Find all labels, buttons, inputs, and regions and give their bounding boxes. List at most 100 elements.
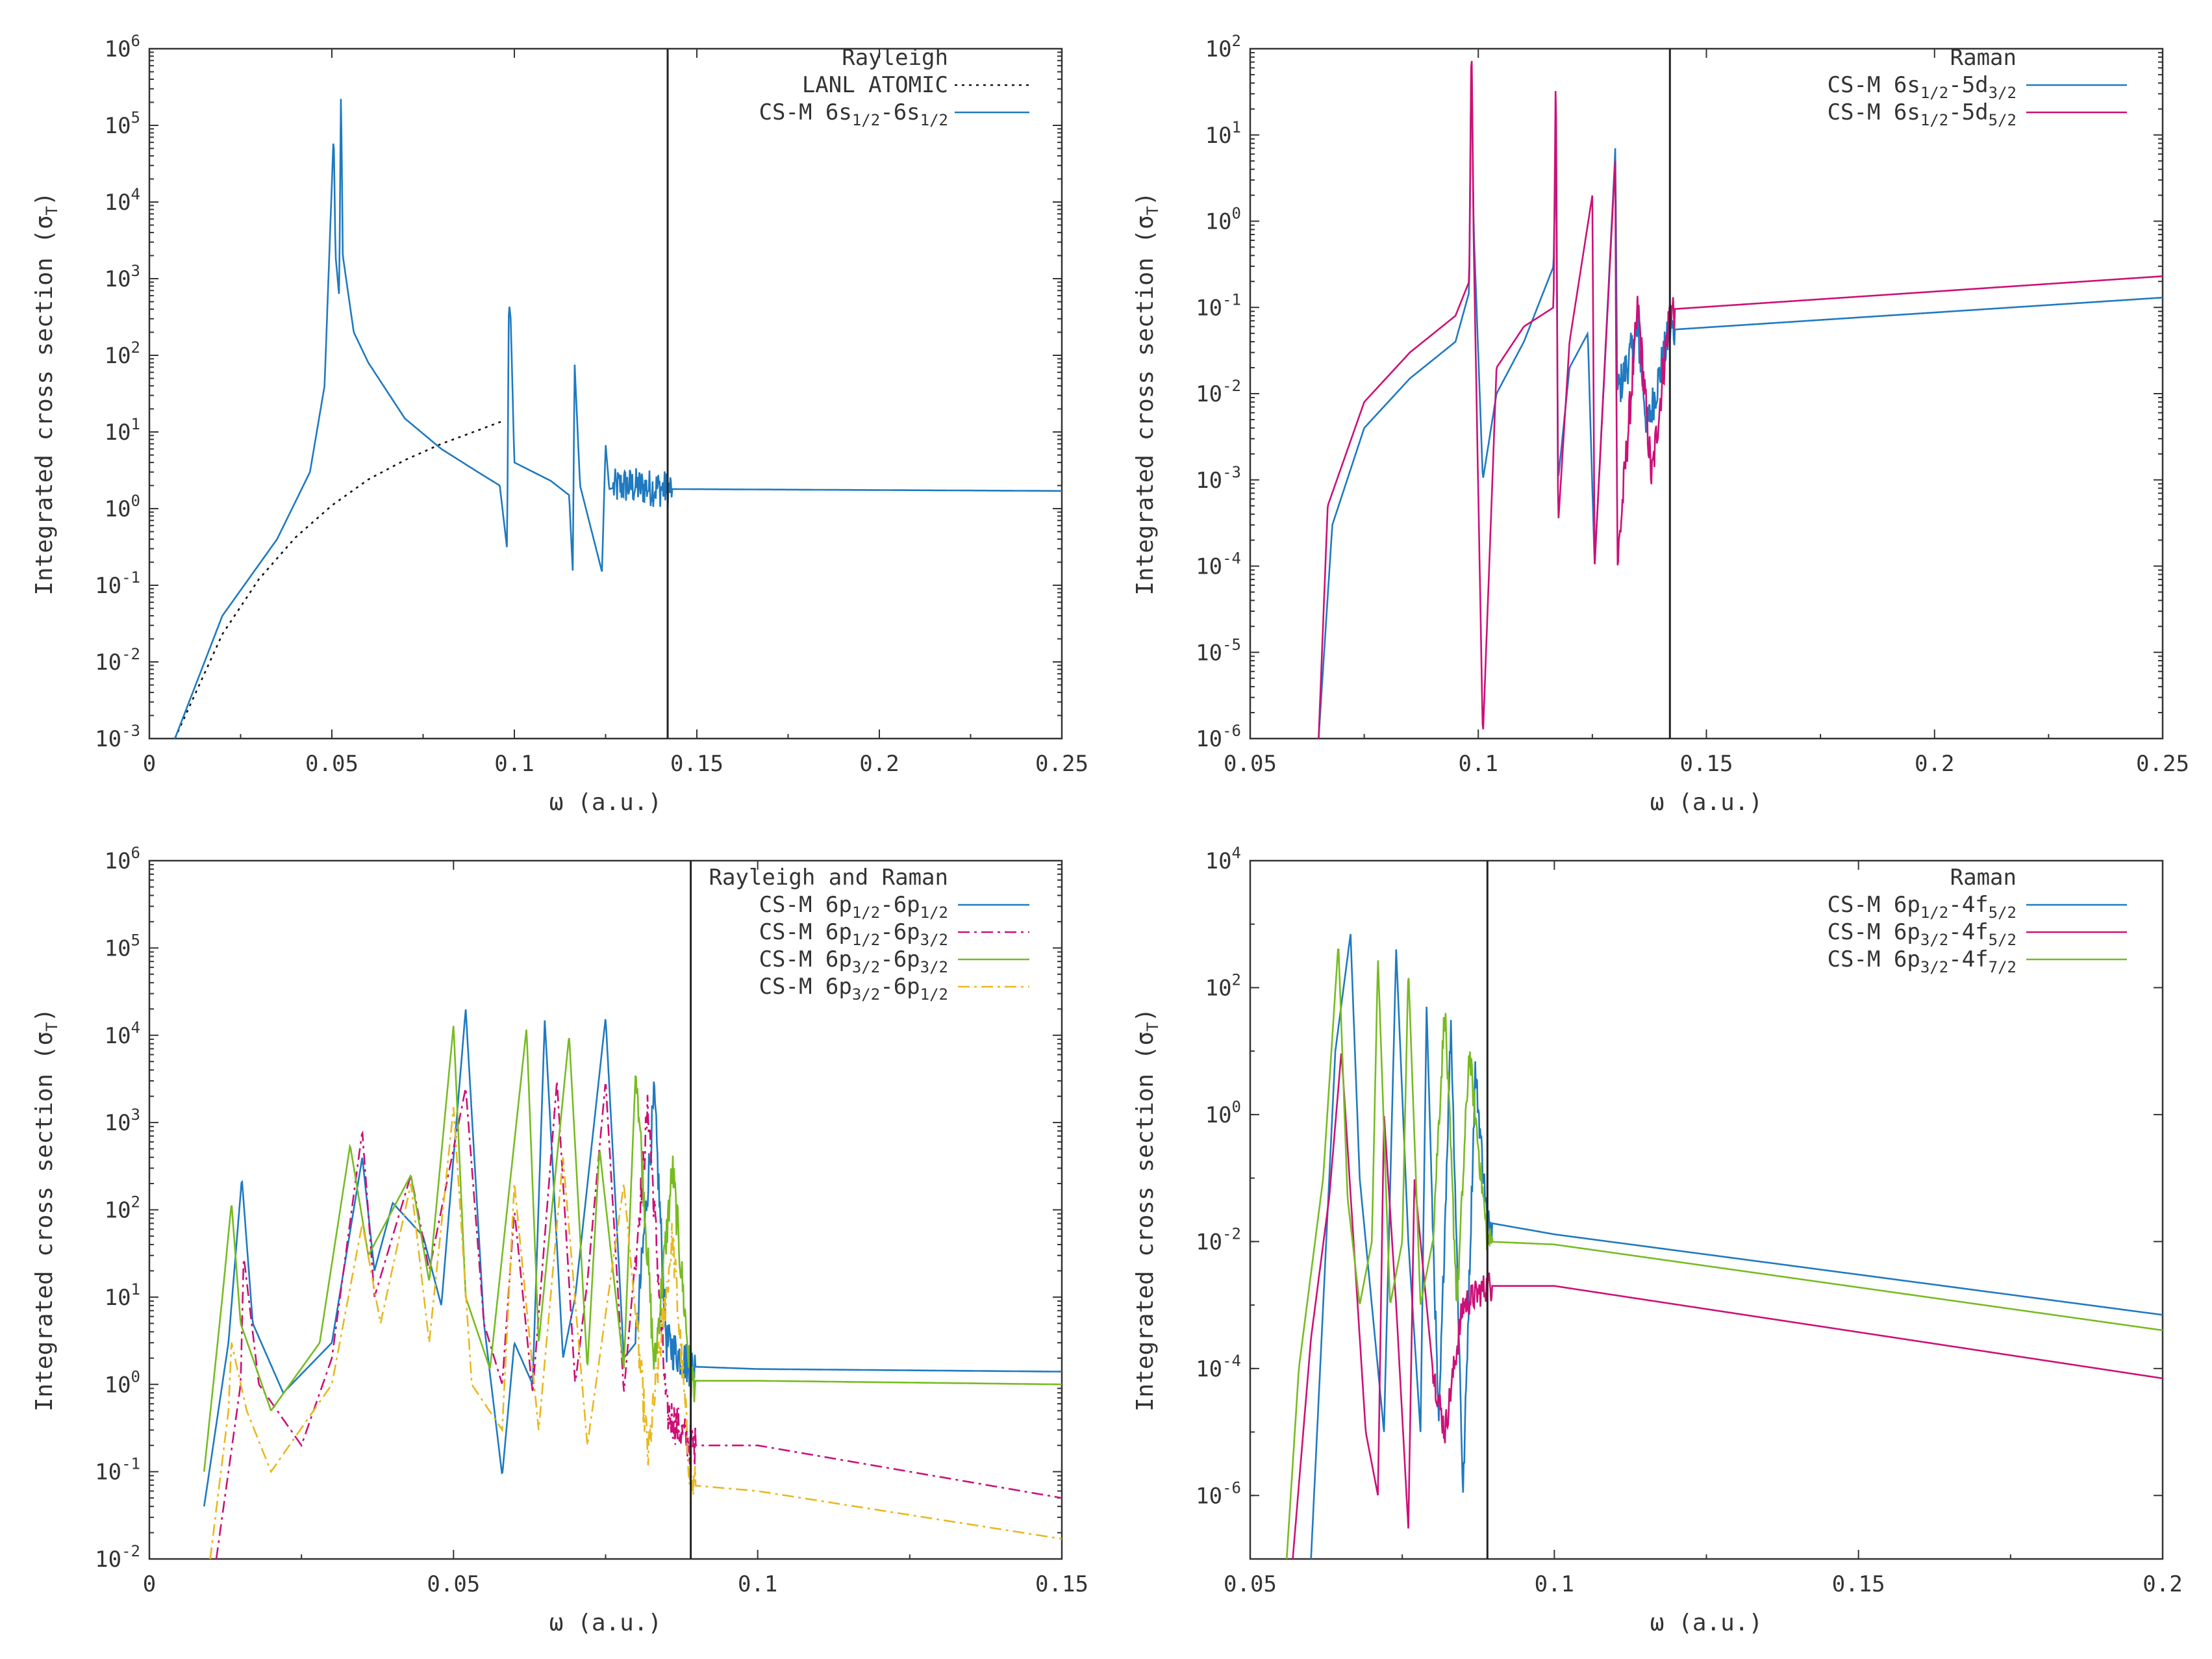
- y-tick-exponent: 0: [1232, 1098, 1241, 1116]
- plot-area: [1318, 60, 2163, 739]
- legend-label-p31: CS-M 6p3/2-6p1/2: [759, 974, 948, 1004]
- x-tick-label: 0.15: [1035, 1571, 1088, 1597]
- y-axis-label: Integrated cross section (σT): [31, 192, 61, 595]
- y-tick-exponent: -6: [1222, 1478, 1241, 1497]
- x-tick-label: 0.05: [1224, 751, 1277, 777]
- y-tick-label: 10-6: [1196, 722, 1241, 752]
- y-tick-label: 101: [105, 1280, 140, 1311]
- legend-label-f52a: CS-M 6p1/2-4f5/2: [1828, 892, 2017, 922]
- y-tick-label: 100: [105, 492, 140, 522]
- y-tick-exponent: 4: [131, 185, 140, 203]
- y-tick-exponent: 4: [131, 1019, 140, 1037]
- x-tick-label: 0: [143, 1571, 156, 1597]
- y-tick-exponent: 4: [1232, 844, 1241, 862]
- y-tick-exponent: 2: [1232, 970, 1241, 989]
- legend-title: Rayleigh and Raman: [709, 865, 948, 891]
- legend-label-p11: CS-M 6p1/2-6p1/2: [759, 892, 948, 922]
- y-tick-label: 10-3: [1196, 463, 1241, 494]
- series-line-d52: [1318, 60, 2163, 739]
- y-tick-exponent: 6: [131, 32, 140, 50]
- series-line-p13: [215, 1081, 1062, 1559]
- y-tick-exponent: 2: [131, 1193, 140, 1211]
- y-tick-exponent: 0: [131, 492, 140, 510]
- y-tick-label: 105: [105, 108, 140, 139]
- panel-c: 0 0.05 0.1 0.1510-210-110010110210310410510…: [31, 844, 1088, 1636]
- series-line-d32: [1318, 71, 2163, 739]
- y-tick-exponent: -5: [1222, 635, 1241, 653]
- series-line-f72: [1285, 948, 2163, 1559]
- panel-a: 0 0.05 0.1 0.15 0.2 0.2510-310-210-1100101102…: [31, 32, 1088, 816]
- y-tick-label: 10-2: [1196, 1224, 1241, 1255]
- y-tick-label: 100: [1205, 205, 1241, 235]
- y-axis-label: Integrated cross section (σT): [1132, 1008, 1162, 1412]
- y-tick-exponent: 6: [131, 844, 140, 862]
- legend-label-s: CS-M 6s1/2-6s1/2: [759, 99, 948, 129]
- y-tick-label: 102: [105, 1193, 140, 1224]
- series-line-f52a: [1310, 933, 2163, 1559]
- legend-title: Rayleigh: [842, 45, 948, 71]
- y-tick-label: 105: [105, 931, 140, 961]
- y-tick-label: 101: [1205, 118, 1241, 149]
- y-tick-label: 10-2: [95, 1542, 140, 1573]
- y-tick-label: 10-2: [95, 645, 140, 676]
- plot-area: [1285, 933, 2163, 1559]
- y-tick-label: 101: [105, 415, 140, 446]
- x-tick-label: 0.05: [1224, 1571, 1277, 1597]
- x-tick-label: 0.05: [305, 751, 358, 777]
- y-tick-exponent: -2: [1222, 377, 1241, 395]
- series-line-lanl: [174, 420, 504, 739]
- y-tick-exponent: 2: [131, 338, 140, 357]
- y-tick-exponent: 0: [131, 1367, 140, 1386]
- y-axis-label: Integrated cross section (σT): [31, 1008, 61, 1412]
- y-tick-exponent: 3: [131, 262, 140, 280]
- panel-d: 0.05 0.1 0.15 0.2 10-6 10-4 10-2 100 102 104 ω (a.…: [1132, 844, 2183, 1636]
- y-tick-label: 104: [105, 1019, 140, 1049]
- y-tick-label: 106: [105, 32, 140, 62]
- x-tick-label: 0.15: [670, 751, 723, 777]
- series-line-p31: [209, 1107, 1062, 1559]
- y-tick-label: 10-6: [1196, 1478, 1241, 1509]
- y-tick-label: 106: [105, 844, 140, 874]
- series-line-s: [174, 99, 1062, 739]
- x-tick-label: 0.25: [1035, 751, 1088, 777]
- y-tick-label: 104: [105, 185, 140, 216]
- x-tick-label: 0.1: [738, 1571, 777, 1597]
- y-tick-label: 103: [105, 1106, 140, 1136]
- y-tick-label: 102: [105, 338, 140, 369]
- y-tick-label: 100: [1205, 1098, 1241, 1128]
- x-tick-label: 0.15: [1832, 1571, 1885, 1597]
- y-tick-label: 10-1: [1196, 290, 1241, 321]
- y-tick-exponent: 2: [1232, 32, 1241, 50]
- y-tick-exponent: -1: [1222, 290, 1241, 309]
- x-tick-label: 0.05: [427, 1571, 480, 1597]
- legend-label-f52b: CS-M 6p3/2-4f5/2: [1828, 919, 2017, 949]
- legend-label-lanl: LANL ATOMIC: [802, 72, 948, 98]
- y-tick-label: 104: [1205, 844, 1241, 874]
- y-tick-exponent: 5: [131, 108, 140, 127]
- y-tick-exponent: -2: [121, 1542, 140, 1560]
- x-axis-label: ω (a.u.): [1650, 1610, 1763, 1636]
- y-tick-exponent: -1: [121, 568, 140, 587]
- y-tick-label: 10-4: [1196, 550, 1241, 580]
- plot-area: [203, 1009, 1062, 1559]
- legend-title: Raman: [1950, 865, 2017, 891]
- y-tick-exponent: -2: [121, 645, 140, 663]
- y-tick-label: 10-4: [1196, 1352, 1241, 1382]
- x-tick-label: 0.25: [2136, 751, 2189, 777]
- y-tick-exponent: -3: [121, 722, 140, 740]
- y-tick-label: 10-2: [1196, 377, 1241, 407]
- legend-label-p13: CS-M 6p1/2-6p3/2: [759, 919, 948, 949]
- series-line-p33: [203, 1026, 1062, 1472]
- y-tick-label: 10-1: [95, 1455, 140, 1486]
- y-tick-exponent: -6: [1222, 722, 1241, 740]
- x-tick-label: 0.2: [2143, 1571, 2182, 1597]
- legend-label-d32: CS-M 6s1/2-5d3/2: [1828, 72, 2017, 102]
- x-tick-label: 0: [143, 751, 156, 777]
- y-tick-exponent: -4: [1222, 1352, 1241, 1370]
- x-tick-label: 0.1: [494, 751, 534, 777]
- x-axis-label: ω (a.u.): [549, 1610, 662, 1636]
- y-tick-exponent: 3: [131, 1106, 140, 1124]
- legend-label-p33: CS-M 6p3/2-6p3/2: [759, 946, 948, 976]
- series-line-f52b: [1292, 1053, 2163, 1559]
- y-tick-label: 103: [105, 262, 140, 292]
